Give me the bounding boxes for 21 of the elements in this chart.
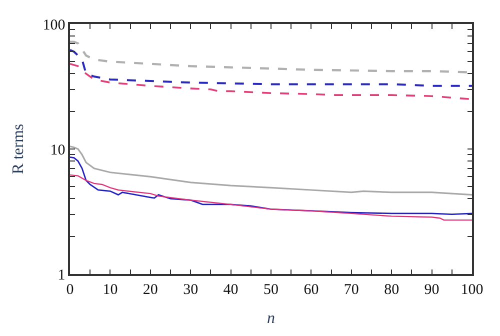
line-series xyxy=(70,48,472,87)
x-tick-label: 30 xyxy=(183,282,198,298)
x-tick-label: 60 xyxy=(304,282,319,298)
x-tick-label: 90 xyxy=(424,282,440,298)
x-tick-label: 20 xyxy=(142,282,158,298)
x-tick-label: 0 xyxy=(66,282,74,298)
line-series xyxy=(70,174,472,221)
y-tick-label: 100 xyxy=(42,17,66,34)
line-series xyxy=(70,156,472,216)
x-tick-label: 100 xyxy=(460,282,484,298)
line-series xyxy=(70,62,472,100)
x-tick-label: 70 xyxy=(344,282,359,298)
line-series xyxy=(70,146,472,196)
x-tick-label: 80 xyxy=(384,282,400,298)
x-tick-label: 40 xyxy=(223,282,238,298)
y-axis-title: R terms xyxy=(10,124,28,174)
x-axis-title: n xyxy=(267,310,275,327)
y-tick-label: 1 xyxy=(58,267,66,284)
x-tick-label: 50 xyxy=(264,282,278,298)
x-tick-label: 10 xyxy=(102,282,118,298)
y-tick-label: 10 xyxy=(50,142,66,158)
